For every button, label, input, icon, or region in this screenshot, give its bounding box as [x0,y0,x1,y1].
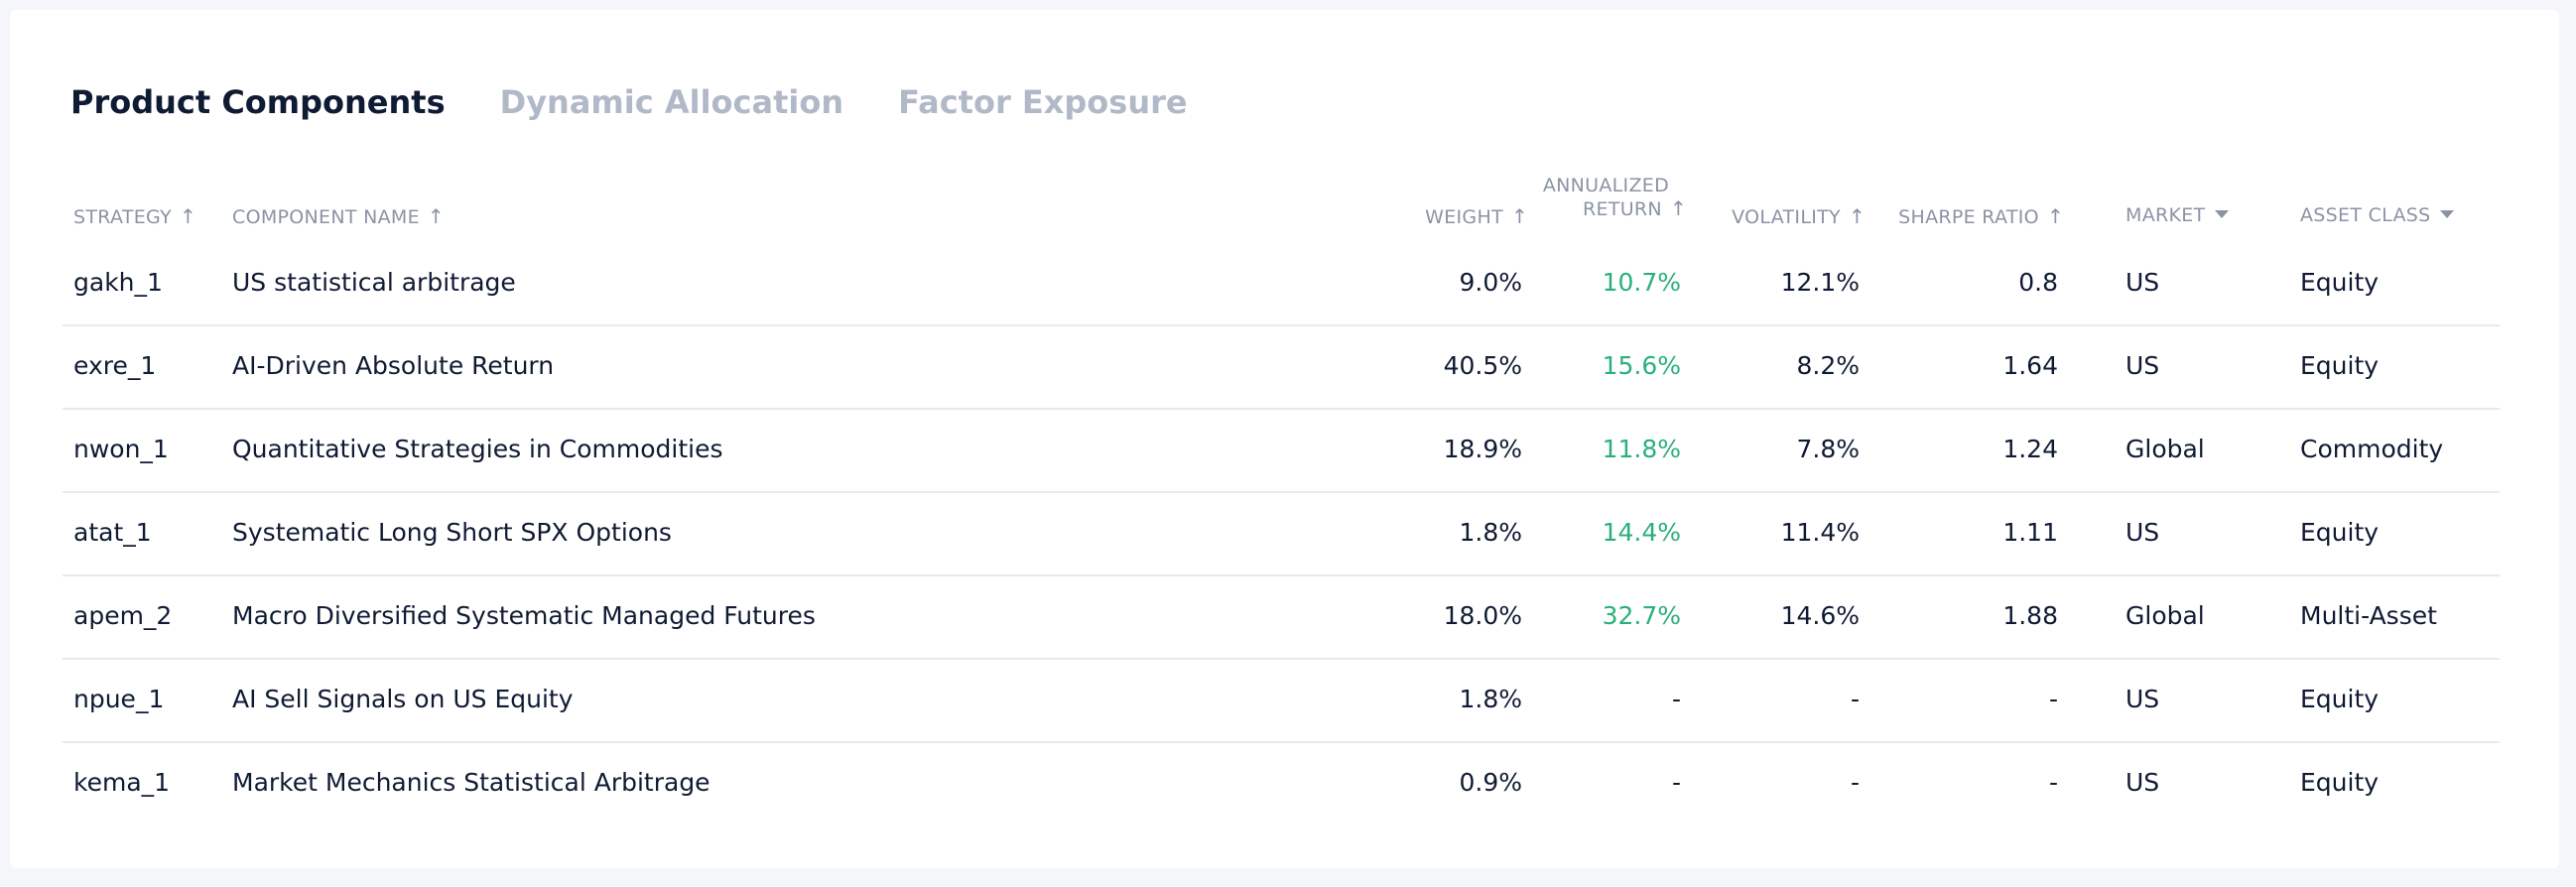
arrow-up-icon: ↑ [180,204,197,228]
table-row[interactable]: npue_1 AI Sell Signals on US Equity 1.8% - -… [63,658,2500,743]
table-row[interactable]: nwon_1 Quantitative Strategies in Commodi… [63,408,2500,493]
cell-strategy: exre_1 [73,351,157,380]
caret-down-icon [2440,209,2455,218]
cell-asset-class: Equity [2300,685,2380,713]
tab-bar: Product Components Dynamic Allocation Fa… [70,83,1188,121]
header-volatility-label: VOLATILITY [1732,206,1841,228]
cell-sharpe-ratio: 1.24 [2002,435,2058,463]
cell-market: US [2125,268,2160,297]
cell-weight: 1.8% [1459,518,1522,547]
arrow-up-icon: ↑ [2046,204,2064,228]
cell-sharpe-ratio: 1.64 [2002,351,2058,380]
cell-sharpe-ratio: 0.8 [2018,268,2058,297]
cell-asset-class: Multi-Asset [2300,601,2437,630]
cell-annualized-return: 11.8% [1602,435,1681,463]
header-weight-label: WEIGHT [1425,206,1503,228]
cell-asset-class: Equity [2300,268,2380,297]
header-annualized-return[interactable]: ANNUALIZED RETURN ↑ [1543,175,1687,220]
cell-annualized-return: 14.4% [1602,518,1681,547]
tab-factor-exposure[interactable]: Factor Exposure [898,83,1188,121]
arrow-up-icon: ↑ [1510,204,1528,228]
header-component-name-label: COMPONENT NAME [232,206,420,228]
cell-component-name: Market Mechanics Statistical Arbitrage [232,768,710,797]
cell-annualized-return: 10.7% [1602,268,1681,297]
cell-component-name: AI Sell Signals on US Equity [232,685,574,713]
cell-volatility: - [1850,768,1860,797]
cell-weight: 18.9% [1443,435,1522,463]
cell-market: US [2125,685,2160,713]
cell-market: US [2125,768,2160,797]
cell-strategy: kema_1 [73,768,171,797]
cell-asset-class: Equity [2300,768,2380,797]
cell-annualized-return: - [1671,685,1681,713]
header-return-label-top: ANNUALIZED [1542,175,1669,196]
cell-strategy: gakh_1 [73,268,163,297]
cell-component-name: AI-Driven Absolute Return [232,351,555,380]
header-component-name[interactable]: COMPONENT NAME ↑ [232,204,445,228]
tab-product-components[interactable]: Product Components [70,83,446,121]
header-sharpe-ratio[interactable]: SHARPE RATIO ↑ [1898,204,2064,228]
cell-component-name: US statistical arbitrage [232,268,516,297]
product-components-panel [10,10,2559,868]
cell-weight: 1.8% [1459,685,1522,713]
cell-volatility: - [1850,685,1860,713]
table-row[interactable]: atat_1 Systematic Long Short SPX Options 1… [63,491,2500,576]
cell-component-name: Macro Diversified Systematic Managed Fut… [232,601,816,630]
arrow-up-icon: ↑ [1669,196,1687,220]
header-asset-class-label: ASSET CLASS [2300,204,2431,226]
cell-volatility: 12.1% [1780,268,1860,297]
arrow-up-icon: ↑ [427,204,445,228]
header-strategy[interactable]: STRATEGY ↑ [73,204,196,228]
cell-annualized-return: 15.6% [1602,351,1681,380]
header-market[interactable]: MARKET [2125,204,2230,226]
header-sharpe-label: SHARPE RATIO [1898,206,2039,228]
table-row[interactable]: kema_1 Market Mechanics Statistical Arbit… [63,741,2500,824]
cell-asset-class: Equity [2300,351,2380,380]
header-weight[interactable]: WEIGHT ↑ [1425,204,1528,228]
cell-sharpe-ratio: - [2048,685,2058,713]
tab-dynamic-allocation[interactable]: Dynamic Allocation [499,83,844,121]
cell-volatility: 7.8% [1796,435,1860,463]
cell-asset-class: Commodity [2300,435,2444,463]
cell-annualized-return: 32.7% [1602,601,1681,630]
cell-market: US [2125,518,2160,547]
header-volatility[interactable]: VOLATILITY ↑ [1732,204,1866,228]
cell-market: US [2125,351,2160,380]
cell-volatility: 8.2% [1796,351,1860,380]
cell-weight: 18.0% [1443,601,1522,630]
table-row[interactable]: apem_2 Macro Diversified Systematic Manag… [63,574,2500,660]
cell-market: Global [2125,601,2205,630]
cell-component-name: Quantitative Strategies in Commodities [232,435,723,463]
cell-volatility: 11.4% [1780,518,1860,547]
caret-down-icon [2215,209,2230,218]
cell-strategy: atat_1 [73,518,152,547]
cell-weight: 0.9% [1459,768,1522,797]
cell-sharpe-ratio: - [2048,768,2058,797]
cell-volatility: 14.6% [1780,601,1860,630]
cell-weight: 9.0% [1459,268,1522,297]
cell-strategy: apem_2 [73,601,173,630]
cell-sharpe-ratio: 1.11 [2002,518,2058,547]
cell-component-name: Systematic Long Short SPX Options [232,518,672,547]
header-strategy-label: STRATEGY [73,206,173,228]
cell-strategy: nwon_1 [73,435,169,463]
cell-weight: 40.5% [1443,351,1522,380]
arrow-up-icon: ↑ [1848,204,1866,228]
cell-asset-class: Equity [2300,518,2380,547]
cell-sharpe-ratio: 1.88 [2002,601,2058,630]
cell-market: Global [2125,435,2205,463]
header-market-label: MARKET [2125,204,2206,226]
header-return-label-bottom: RETURN [1583,198,1662,220]
cell-strategy: npue_1 [73,685,165,713]
table-row[interactable]: gakh_1 US statistical arbitrage 9.0% 10.7% 1… [63,241,2500,326]
cell-annualized-return: - [1671,768,1681,797]
table-row[interactable]: exre_1 AI-Driven Absolute Return 40.5% 15.6… [63,324,2500,410]
header-asset-class[interactable]: ASSET CLASS [2300,204,2455,226]
